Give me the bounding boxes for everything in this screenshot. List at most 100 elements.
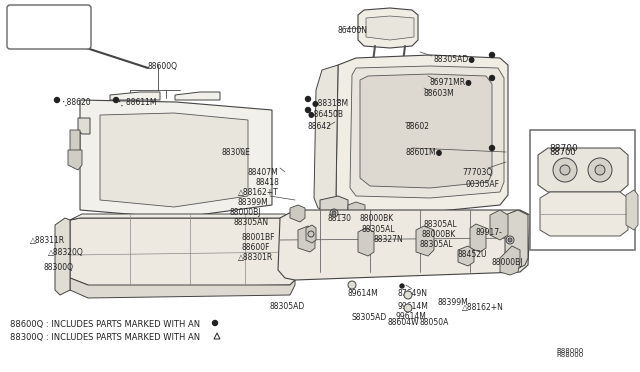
Text: 88300E: 88300E [222,148,251,157]
Text: 86400N: 86400N [338,26,368,35]
Circle shape [332,211,336,215]
Text: 88603M: 88603M [424,89,455,98]
Circle shape [404,304,412,312]
Text: 87649N: 87649N [398,289,428,298]
Bar [530,130,635,250]
Circle shape [560,165,570,175]
Polygon shape [80,100,272,218]
Polygon shape [100,113,248,207]
Text: ⢂88620: ⢂88620 [62,98,92,107]
Polygon shape [416,226,434,256]
Text: 88399M: 88399M [238,198,269,207]
Text: 88305AN: 88305AN [234,218,269,227]
Polygon shape [55,218,70,295]
Polygon shape [14,22,18,36]
Polygon shape [278,210,530,280]
Circle shape [553,158,577,182]
Circle shape [404,291,412,299]
Text: 00305AF: 00305AF [466,180,500,189]
Text: 88399M: 88399M [438,298,468,307]
Circle shape [113,97,118,103]
Polygon shape [360,74,492,188]
Text: ⢂ 88611M: ⢂ 88611M [118,98,157,107]
Text: 88305AD: 88305AD [270,302,305,311]
Polygon shape [18,18,52,40]
Text: 88700: 88700 [549,148,575,157]
Text: 88452U: 88452U [458,250,488,259]
Circle shape [305,96,310,102]
Polygon shape [70,214,295,222]
Circle shape [490,145,495,151]
Polygon shape [37,20,49,32]
Polygon shape [110,92,160,100]
Polygon shape [70,278,295,298]
Text: △88311R: △88311R [30,236,65,245]
Polygon shape [70,218,295,288]
Polygon shape [298,226,315,252]
Polygon shape [70,130,80,154]
Text: 88050A: 88050A [420,318,449,327]
Text: 88600Q : INCLUDES PARTS MARKED WITH AN: 88600Q : INCLUDES PARTS MARKED WITH AN [10,320,200,329]
Text: 88305AL: 88305AL [424,220,458,229]
Polygon shape [350,66,504,198]
Text: ●86450B: ●86450B [308,110,344,119]
Text: 99614M: 99614M [395,312,426,321]
Text: 88407M: 88407M [248,168,279,177]
Polygon shape [320,196,348,230]
Text: R88000: R88000 [556,348,583,354]
Circle shape [305,108,310,112]
Text: 88600Q: 88600Q [148,62,178,71]
Text: 88300Q: 88300Q [44,263,74,272]
Polygon shape [348,202,365,228]
Circle shape [490,52,495,58]
Polygon shape [505,210,528,270]
Text: 88000BK: 88000BK [360,214,394,223]
Text: 77703Q: 77703Q [462,168,492,177]
Text: 89917-: 89917- [476,228,503,237]
Polygon shape [458,246,474,266]
Text: 89614M: 89614M [348,289,379,298]
Polygon shape [306,225,316,243]
Circle shape [588,158,612,182]
Polygon shape [314,65,340,214]
Polygon shape [20,20,36,32]
Text: 88601M●: 88601M● [406,148,444,157]
Text: 86971MR●: 86971MR● [430,78,473,87]
Polygon shape [290,205,305,222]
Polygon shape [302,215,320,235]
Text: 88602: 88602 [406,122,430,131]
Text: 88001BF: 88001BF [242,233,275,242]
Polygon shape [78,118,90,134]
Text: 88418: 88418 [256,178,280,187]
Polygon shape [626,190,638,230]
Circle shape [400,284,404,288]
Text: △88162+T: △88162+T [238,188,279,197]
Polygon shape [358,8,418,48]
Text: 88642: 88642 [308,122,332,131]
Text: 99614M: 99614M [398,302,429,311]
Polygon shape [470,224,486,252]
Text: R88000: R88000 [556,352,583,358]
Polygon shape [538,148,628,192]
Text: △88301R: △88301R [238,253,273,262]
Polygon shape [175,92,220,100]
Circle shape [508,238,512,242]
Circle shape [595,165,605,175]
Text: 88000BJ: 88000BJ [492,258,524,267]
Text: 88300Q : INCLUDES PARTS MARKED WITH AN: 88300Q : INCLUDES PARTS MARKED WITH AN [10,333,200,342]
Text: 88604W: 88604W [388,318,420,327]
Text: 88305AL: 88305AL [420,240,454,249]
Text: 88000BJ: 88000BJ [230,208,262,217]
Circle shape [490,76,495,80]
Text: 88327N: 88327N [374,235,404,244]
Polygon shape [366,16,414,40]
Text: 88600F: 88600F [242,243,271,252]
FancyBboxPatch shape [7,5,91,49]
Polygon shape [68,150,82,170]
Text: S8305AD: S8305AD [352,313,387,322]
Text: 88700: 88700 [549,144,578,153]
Text: △88162+N: △88162+N [462,303,504,312]
Circle shape [348,281,356,289]
Polygon shape [540,192,628,236]
Text: 88000BK: 88000BK [422,230,456,239]
